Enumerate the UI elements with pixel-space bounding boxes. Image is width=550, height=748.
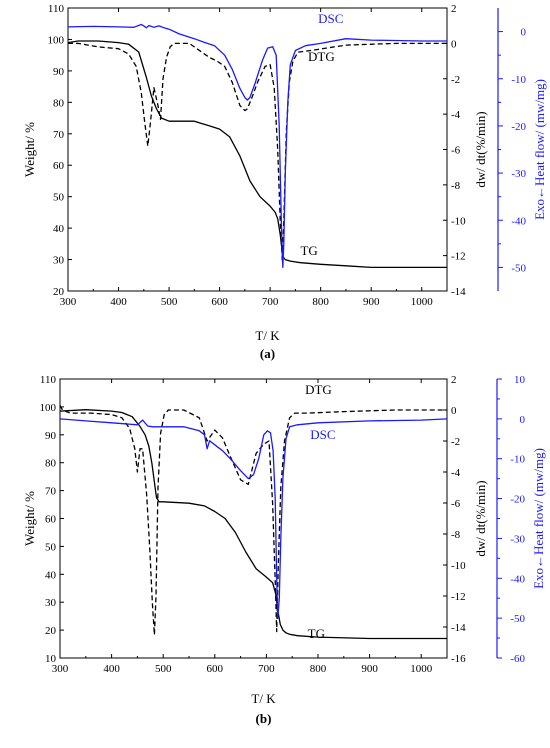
- y2-tick-label: -6: [451, 145, 461, 157]
- y3-tick-label: -60: [510, 653, 525, 665]
- y-tick-label: 60: [45, 514, 57, 526]
- y2-tick-label: 0: [451, 405, 457, 417]
- y-tick-label: 100: [40, 402, 57, 414]
- y2-tick-label: -6: [451, 498, 461, 510]
- x-tick-label: 500: [161, 296, 178, 308]
- series-label-dsc: DSC: [318, 11, 343, 26]
- y-tick-label: 70: [53, 129, 65, 141]
- panel-label: (a): [260, 346, 275, 361]
- y2-tick-label: -14: [451, 286, 466, 298]
- y2-tick-label: -12: [451, 251, 466, 263]
- y3-tick-label: 0: [521, 27, 527, 39]
- x-tick-label: 300: [52, 663, 69, 675]
- y-tick-label: 90: [45, 430, 57, 442]
- y3-tick-label: -20: [511, 121, 526, 133]
- y-tick-label: 30: [45, 597, 57, 609]
- y3-tick-label: 0: [520, 414, 526, 426]
- y2-tick-label: -8: [451, 529, 461, 541]
- series-label-dsc: DSC: [310, 427, 335, 442]
- x-tick-label: 800: [310, 663, 327, 675]
- y-tick-label: 20: [45, 625, 57, 637]
- x-tick-label: 400: [103, 663, 120, 675]
- y-tick-label: 20: [53, 286, 65, 298]
- y3-tick-label: -10: [510, 454, 525, 466]
- x-tick-label: 900: [363, 296, 380, 308]
- y3-tick-label: -30: [511, 168, 526, 180]
- x-tick-label: 500: [155, 663, 172, 675]
- x-tick-label: 400: [110, 296, 127, 308]
- x-tick-label: 300: [60, 296, 77, 308]
- y2-tick-label: -2: [451, 436, 460, 448]
- x-axis-label: T/ K: [251, 691, 276, 706]
- y-tick-label: 110: [40, 374, 57, 386]
- y2-tick-label: -16: [451, 653, 466, 665]
- y2-tick-label: -12: [451, 591, 466, 603]
- x-tick-label: 700: [258, 663, 275, 675]
- y2-tick-label: -10: [451, 215, 466, 227]
- series-label-tg: TG: [300, 243, 317, 258]
- panel-label: (b): [256, 711, 272, 726]
- y-tick-label: 110: [48, 3, 65, 15]
- y-tick-label: 40: [45, 569, 57, 581]
- series-dsc-line: [67, 23, 447, 269]
- y2-tick-label: 2: [451, 3, 457, 15]
- series-dsc-line: [59, 418, 448, 619]
- series-dtg-line: [59, 405, 447, 636]
- series-tg-line: [67, 40, 447, 269]
- y3-tick-label: 10: [514, 374, 526, 386]
- x-tick-label: 600: [207, 663, 224, 675]
- x-tick-label: 1000: [411, 296, 434, 308]
- panel-a: 300 400 500 600 700 800 900 1000203040506070809…: [22, 3, 547, 361]
- y2-tick-label: -4: [451, 467, 461, 479]
- y-tick-label: 40: [53, 223, 65, 235]
- x-tick-label: 900: [361, 663, 378, 675]
- y-tick-label: 100: [48, 34, 65, 46]
- y2-tick-label: -4: [451, 109, 461, 121]
- plot-frame: [67, 7, 448, 292]
- y2-tick-label: -10: [451, 560, 466, 572]
- series-label-tg: TG: [308, 626, 325, 641]
- y-tick-label: 30: [53, 255, 65, 267]
- y2-tick-label: -14: [451, 622, 466, 634]
- series-tg-line: [59, 409, 447, 640]
- x-tick-label: 800: [312, 296, 329, 308]
- y-tick-label: 10: [45, 653, 57, 665]
- series-label-dtg: DTG: [305, 382, 332, 397]
- x-axis-label: T/ K: [255, 328, 280, 343]
- y2-tick-label: 0: [451, 38, 457, 50]
- y2-axis-label: dw/ dt(%/min): [473, 111, 488, 187]
- y-axis-label: Weight/ %: [22, 491, 37, 546]
- x-tick-label: 600: [211, 296, 228, 308]
- series-dtg-line: [68, 42, 447, 262]
- y3-tick-label: -40: [511, 215, 526, 227]
- y3-axis-label: Exo←Heat flow/ (mw/mg): [532, 79, 547, 220]
- y3-tick-label: -30: [510, 533, 525, 545]
- y2-tick-label: 2: [451, 374, 457, 386]
- y-tick-label: 80: [53, 97, 65, 109]
- panel-b: 300 400 500 600 700 800 900 1000102030405060708…: [22, 374, 546, 726]
- y3-tick-label: -50: [511, 262, 526, 274]
- x-tick-label: 700: [262, 296, 279, 308]
- y-axis-label: Weight/ %: [22, 122, 37, 177]
- y2-tick-label: -2: [451, 74, 460, 86]
- y2-tick-label: -8: [451, 180, 461, 192]
- y-tick-label: 80: [45, 458, 57, 470]
- y-tick-label: 50: [45, 541, 57, 553]
- y-tick-label: 60: [53, 160, 65, 172]
- y-tick-label: 90: [53, 66, 65, 78]
- series-label-dtg: DTG: [308, 49, 335, 64]
- y3-tick-label: -10: [511, 74, 526, 86]
- y2-axis-label: dw/ dt(%/min): [473, 480, 488, 556]
- x-tick-label: 1000: [410, 663, 433, 675]
- y3-axis-label: Exo←Heat flow/ (mw/mg): [531, 448, 546, 589]
- y-tick-label: 50: [53, 192, 65, 204]
- y3-tick-label: -50: [510, 613, 525, 625]
- y3-tick-label: -20: [510, 494, 525, 506]
- y-tick-label: 70: [45, 486, 57, 498]
- y3-tick-label: -40: [510, 573, 525, 585]
